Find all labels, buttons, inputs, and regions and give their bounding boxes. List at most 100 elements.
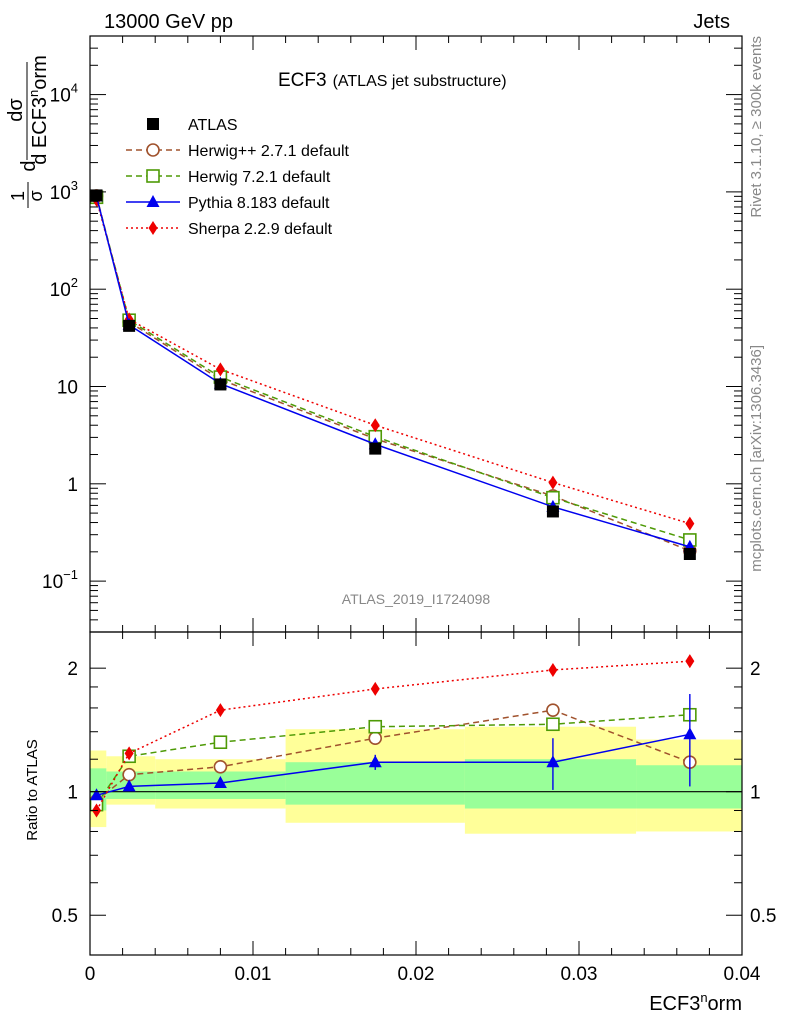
legend-entry-sherpa: Sherpa 2.2.9 default — [126, 221, 333, 238]
legend-label-herwig7: Herwig 7.2.1 default — [188, 169, 331, 186]
ratio-point-herwigpp — [368, 731, 383, 746]
y-tick-label: 103 — [50, 178, 78, 204]
y-tick-exp: 4 — [71, 81, 78, 96]
ratio-point-pythia — [122, 779, 136, 792]
ratio-point-pythia — [683, 727, 697, 740]
ratio-point-sherpa — [685, 654, 695, 669]
ratio-point-sherpa — [215, 703, 225, 718]
y-tick-base: 1 — [67, 475, 78, 496]
y-tick-base: 10 — [42, 572, 63, 593]
main-series-sherpa — [92, 192, 695, 531]
ratio-point-pythia — [368, 755, 382, 768]
legend-entry-herwig7: Herwig 7.2.1 default — [126, 169, 331, 186]
ratio-series-sherpa — [92, 654, 695, 818]
ratio-band-green-bin — [636, 765, 742, 809]
main-point-atlas — [369, 442, 382, 455]
y-tick-base: 10 — [50, 183, 71, 204]
ratio-y-axis-label: Ratio to ATLAS — [24, 739, 41, 840]
y-tick-exp: 3 — [71, 178, 78, 193]
ratio-bands — [90, 726, 742, 834]
main-series-herwig7 — [89, 190, 697, 547]
y-tick-label: 104 — [50, 81, 78, 107]
x-tick-label: 0 — [85, 964, 96, 985]
x-tick-label: 0.02 — [398, 964, 435, 985]
main-line-herwig7 — [95, 197, 691, 541]
main-line-herwigpp — [95, 195, 691, 552]
legend-marker-herwig7 — [146, 169, 160, 183]
ratio-point-herwig7 — [546, 717, 560, 732]
ratio-point-herwigpp — [122, 767, 136, 782]
main-series-pythia — [90, 189, 697, 552]
side-text-top: Rivet 3.1.10, ≥ 300k events — [748, 36, 765, 218]
main-y-axis-label: 1 σ d dσ d ECF3norm — [5, 55, 51, 208]
legend-entry-atlas: ATLAS — [147, 117, 238, 134]
ylabel-frac2-den: d ECF3norm — [26, 55, 51, 165]
main-point-atlas — [546, 505, 559, 518]
legend: ATLAS Herwig++ 2.7.1 default Herwig 7.2.1 … — [126, 117, 350, 238]
main-line-sherpa — [95, 199, 691, 525]
x-tick-label: 0.04 — [724, 964, 761, 985]
main-series-atlas — [90, 189, 696, 560]
legend-label-atlas: ATLAS — [188, 117, 238, 134]
legend-marker-atlas — [147, 118, 159, 130]
main-point-sherpa — [370, 418, 380, 433]
main-point-atlas — [683, 547, 696, 560]
y-tick-base: 10 — [50, 86, 71, 107]
y-tick-label: 10−1 — [42, 567, 78, 593]
main-line-pythia — [95, 196, 691, 548]
x-tick-label: 0.03 — [561, 964, 598, 985]
ratio-point-pythia — [213, 776, 227, 789]
ylabel-d-prefix: d — [18, 160, 40, 171]
ratio-point-herwigpp — [213, 759, 228, 774]
main-series — [89, 189, 697, 560]
ylabel-frac2-num: dσ — [5, 98, 27, 122]
main-point-atlas — [90, 189, 103, 202]
ratio-series — [89, 654, 697, 818]
ratio-y-tick-label-left: 0.5 — [52, 906, 78, 927]
legend-label-pythia: Pythia 8.183 default — [188, 195, 330, 212]
plot-title: ECF3 (ATLAS jet substructure) — [278, 70, 507, 91]
main-point-sherpa — [685, 516, 695, 531]
ratio-point-herwig7 — [368, 719, 383, 734]
ratio-y-tick-label-left: 1 — [67, 783, 78, 804]
ratio-y-tick-label-right: 2 — [750, 659, 761, 680]
main-point-sherpa — [548, 475, 558, 490]
y-tick-label: 1 — [67, 475, 78, 496]
x-axis-label: ECF3norm — [649, 990, 742, 1015]
ratio-point-pythia — [546, 755, 560, 768]
y-tick-label: 10 — [57, 378, 78, 399]
ratio-point-sherpa — [548, 662, 558, 677]
header-right: Jets — [693, 11, 730, 33]
ratio-y-tick-label-left: 2 — [67, 659, 78, 680]
ylabel-frac1-den: σ — [26, 190, 46, 201]
main-point-atlas — [123, 319, 136, 332]
ylabel-frac1-num: 1 — [8, 191, 28, 201]
y-tick-exp: 2 — [71, 275, 78, 290]
y-tick-base: 10 — [50, 280, 71, 301]
y-tick-label: 102 — [50, 275, 78, 301]
legend-marker-herwigpp — [146, 143, 160, 157]
ratio-line-pythia — [96, 733, 690, 797]
ratio-point-sherpa — [124, 746, 134, 761]
x-tick-label: 0.01 — [235, 964, 272, 985]
side-text-bottom: mcplots.cern.ch [arXiv:1306.3436] — [748, 345, 765, 572]
ratio-y-tick-label-right: 1 — [750, 783, 761, 804]
ratio-point-sherpa — [370, 681, 380, 696]
main-series-herwigpp — [89, 189, 697, 558]
y-tick-exp: −1 — [63, 567, 78, 582]
legend-marker-sherpa — [148, 221, 158, 235]
legend-entry-pythia: Pythia 8.183 default — [126, 195, 330, 212]
legend-entry-herwigpp: Herwig++ 2.7.1 default — [126, 143, 350, 160]
header-left: 13000 GeV pp — [104, 11, 233, 33]
legend-label-sherpa: Sherpa 2.2.9 default — [188, 221, 333, 238]
main-point-sherpa — [215, 362, 225, 377]
ratio-y-tick-label-right: 0.5 — [750, 906, 776, 927]
watermark: ATLAS_2019_I1724098 — [342, 591, 491, 607]
ratio-series-pythia — [90, 694, 697, 801]
ratio-point-pythia — [90, 788, 104, 801]
ratio-point-herwig7 — [213, 735, 228, 750]
legend-marker-pythia — [146, 195, 160, 207]
main-point-atlas — [214, 378, 227, 391]
legend-label-herwigpp: Herwig++ 2.7.1 default — [188, 143, 350, 160]
